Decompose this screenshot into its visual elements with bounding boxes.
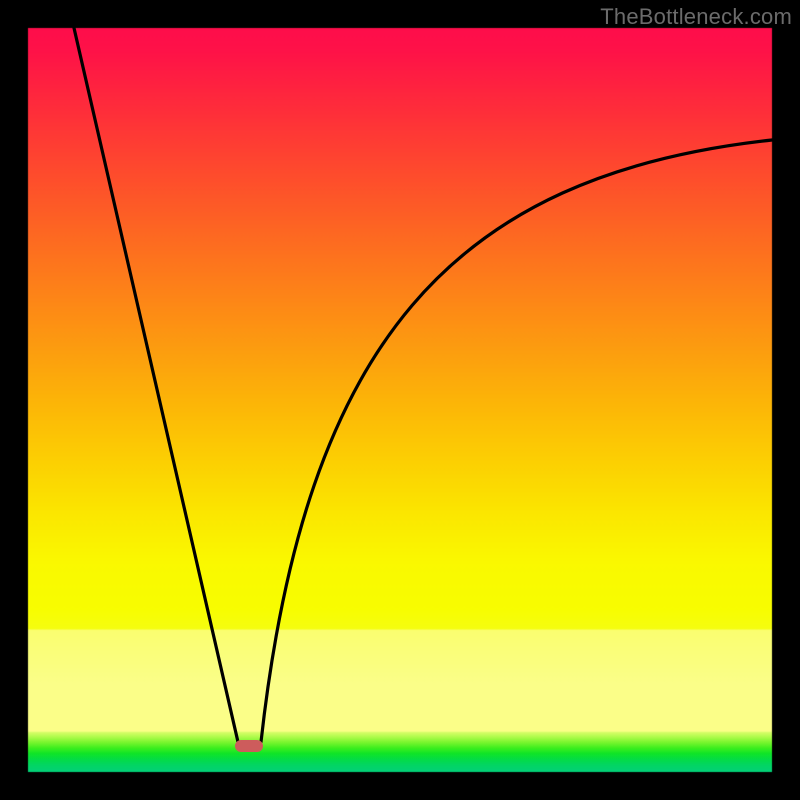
chart-overlay [0,0,800,800]
watermark-text: TheBottleneck.com [600,4,792,30]
optimal-marker [235,740,263,752]
image-root: TheBottleneck.com [0,0,800,800]
bottleneck-curve [74,28,772,744]
